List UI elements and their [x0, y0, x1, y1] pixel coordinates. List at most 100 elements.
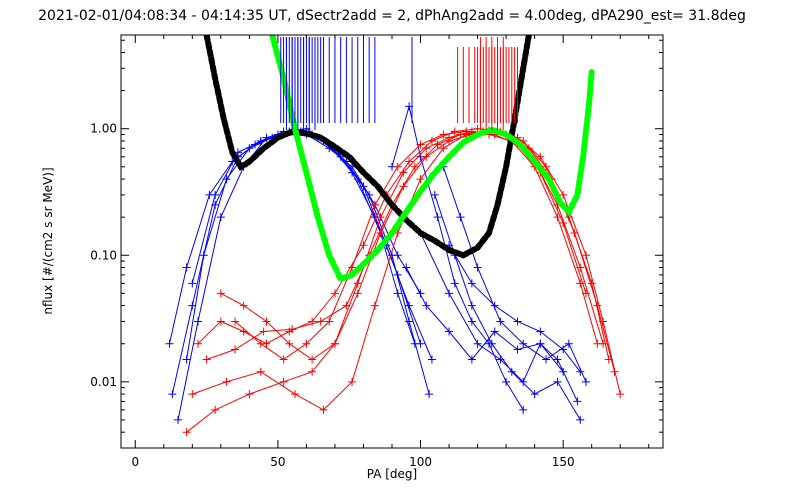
data-point [570, 228, 579, 237]
x-tick-label: 100 [409, 455, 432, 469]
data-point [430, 190, 439, 199]
data-point [422, 152, 431, 161]
data-point [616, 390, 625, 399]
data-point [416, 339, 425, 348]
data-point [308, 367, 317, 376]
data-point [259, 327, 268, 336]
data-point [519, 405, 528, 414]
data-point [576, 367, 585, 376]
data-point [416, 175, 425, 184]
data-point [445, 289, 454, 298]
data-point [174, 415, 183, 424]
series-red-15 [188, 126, 608, 414]
data-point [559, 190, 568, 199]
y-tick-label: 0.01 [90, 375, 117, 389]
blue-sector-marks-long [285, 37, 316, 130]
data-point [222, 377, 231, 386]
data-point [536, 327, 545, 336]
data-point [393, 251, 402, 260]
data-point [279, 377, 288, 386]
data-point [188, 390, 197, 399]
data-point [564, 339, 573, 348]
data-point [216, 213, 225, 222]
series-line [206, 130, 615, 372]
data-point [490, 301, 499, 310]
data-point [513, 345, 522, 354]
x-axis-label: PA [deg] [367, 467, 417, 481]
series-red-12 [194, 124, 613, 364]
data-point [422, 144, 431, 153]
data-point [507, 367, 516, 376]
data-point [513, 317, 522, 326]
x-tick-label: 0 [131, 455, 139, 469]
data-point [462, 127, 471, 136]
data-point [425, 390, 434, 399]
data-point [399, 168, 408, 177]
data-point [202, 355, 211, 364]
data-point [211, 405, 220, 414]
x-tick-label: 150 [552, 455, 575, 469]
data-point [496, 317, 505, 326]
data-point [610, 367, 619, 376]
data-point [439, 144, 448, 153]
y-tick-label: 1.00 [90, 122, 117, 136]
data-point [285, 339, 294, 348]
data-point [370, 301, 379, 310]
series-line [169, 130, 430, 395]
y-tick-label: 0.10 [90, 248, 117, 262]
data-point [211, 190, 220, 199]
data-point [330, 339, 339, 348]
data-point [245, 390, 254, 399]
data-point [325, 317, 334, 326]
data-point [168, 390, 177, 399]
series-line [434, 194, 581, 421]
data-point [194, 317, 203, 326]
data-point [262, 317, 271, 326]
blue-sector-marks [280, 37, 376, 123]
data-point [576, 263, 585, 272]
data-point [216, 317, 225, 326]
data-point [348, 377, 357, 386]
data-point [553, 377, 562, 386]
series-red-16 [231, 127, 602, 364]
data-point [416, 140, 425, 149]
data-point [302, 339, 311, 348]
series-line [405, 267, 564, 373]
data-point [433, 213, 442, 222]
data-point [353, 279, 362, 288]
series-blue-7 [430, 190, 585, 424]
series-blue-9 [439, 162, 590, 386]
data-point [576, 279, 585, 288]
data-point [553, 213, 562, 222]
data-point [416, 289, 425, 298]
data-point [231, 345, 240, 354]
data-point [576, 415, 585, 424]
data-point [188, 279, 197, 288]
series-line [186, 133, 433, 360]
fit-curve-green_fit [269, 35, 595, 283]
plot-area [165, 35, 625, 437]
data-point [353, 289, 362, 298]
data-point [445, 133, 454, 142]
data-point [256, 136, 265, 145]
data-point [593, 339, 602, 348]
data-point [467, 279, 476, 288]
data-point [542, 162, 551, 171]
data-point [450, 127, 459, 136]
data-point [581, 251, 590, 260]
data-point [410, 162, 419, 171]
data-point [553, 355, 562, 364]
data-point [279, 355, 288, 364]
red-sector-marks [457, 47, 519, 123]
data-point [593, 301, 602, 310]
data-point [405, 317, 414, 326]
axes: 0 50 100 150 0.01 0.10 1.00 [90, 35, 663, 469]
data-point [393, 162, 402, 171]
data-point [519, 377, 528, 386]
data-point [165, 339, 174, 348]
data-point [194, 339, 203, 348]
series-line [448, 244, 581, 373]
series-blue-10 [445, 241, 585, 376]
data-point [422, 301, 431, 310]
